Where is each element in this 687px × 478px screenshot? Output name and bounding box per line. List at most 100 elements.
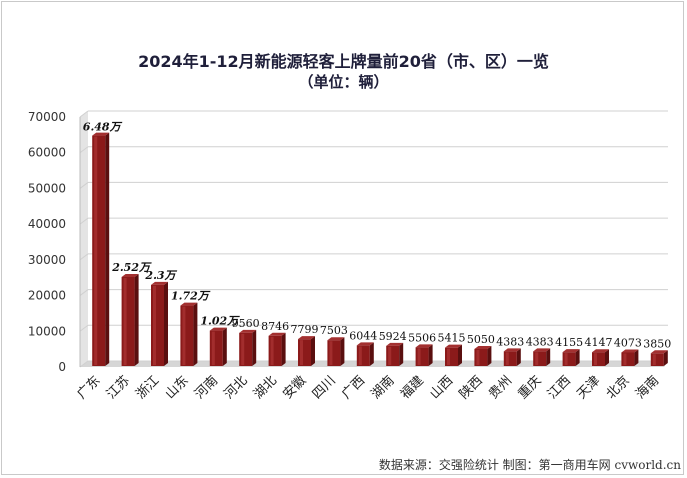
data-label: 4155	[555, 336, 583, 349]
bar	[268, 332, 286, 366]
x-tick-label: 四川	[310, 373, 339, 402]
bar-highlight	[623, 353, 627, 365]
bar	[503, 348, 521, 366]
bar-front	[92, 135, 106, 366]
bar	[209, 327, 227, 366]
gridline-diag	[79, 324, 89, 332]
data-label: 8746	[261, 320, 289, 333]
bar-highlight	[417, 348, 421, 365]
data-label: 5924	[379, 330, 407, 343]
data-label: 7503	[320, 324, 348, 337]
bar-highlight	[153, 285, 156, 365]
data-label: 7799	[291, 323, 319, 336]
gridline-diag	[79, 289, 89, 296]
bar	[327, 337, 345, 366]
data-label: 5050	[467, 333, 495, 346]
data-label: 4147	[585, 336, 613, 349]
bar-side	[105, 132, 110, 366]
bar	[92, 132, 110, 366]
bar-side	[458, 344, 462, 366]
x-tick-label: 河南	[191, 373, 221, 403]
bar-side	[281, 332, 286, 366]
bars	[92, 132, 668, 366]
bar-front	[180, 305, 194, 366]
bar-highlight	[358, 346, 362, 365]
bar-front	[650, 353, 664, 366]
bar-side	[193, 302, 198, 366]
bar	[415, 344, 433, 366]
bar	[239, 329, 257, 366]
bar	[386, 342, 404, 366]
x-tick-label: 海南	[632, 373, 662, 403]
bar-front	[533, 351, 547, 366]
bar-highlight	[594, 353, 597, 365]
x-tick-label: 湖南	[368, 373, 398, 403]
data-label: 2.3万	[144, 269, 177, 282]
bar-front	[151, 284, 164, 366]
y-tick-label: 30000	[28, 253, 66, 267]
bar-top	[415, 344, 433, 348]
bar-top	[92, 132, 110, 136]
data-label: 4383	[496, 335, 524, 348]
bar-highlight	[329, 341, 333, 365]
x-tick-label: 天津	[574, 373, 603, 402]
bar-front	[386, 345, 400, 366]
bar-top	[327, 337, 345, 341]
x-tick-label: 山西	[427, 373, 456, 402]
bar-top	[386, 342, 404, 346]
bar-front	[268, 335, 282, 366]
y-tick-label: 70000	[28, 110, 66, 124]
data-label: 6.48万	[83, 121, 123, 134]
bar-side	[222, 327, 227, 366]
bar-top	[356, 342, 374, 346]
chart-title: 2024年1-12月新能源轻客上牌量前20省（市、区）一览	[138, 52, 549, 71]
bar-highlight	[241, 333, 245, 365]
bar-side	[546, 348, 551, 366]
gridline-diag	[79, 253, 89, 261]
x-tick-label: 湖北	[251, 373, 280, 402]
bar-front	[474, 348, 488, 366]
bar-highlight	[182, 306, 186, 365]
bar	[445, 344, 462, 366]
gridline-diag	[79, 182, 89, 189]
bar-top	[445, 344, 462, 348]
bar-side	[399, 342, 404, 366]
data-label: 1.72万	[171, 290, 211, 303]
bar-front	[592, 352, 605, 366]
bar-highlight	[535, 352, 539, 365]
bar-side	[134, 274, 139, 366]
bar-highlight	[652, 354, 656, 365]
bar	[592, 349, 609, 366]
y-tick-label: 50000	[28, 181, 66, 195]
bar	[562, 349, 580, 366]
y-tick-label: 10000	[28, 324, 66, 338]
x-tick-label: 贵州	[486, 373, 515, 402]
bar-side	[516, 348, 521, 366]
bar	[180, 302, 198, 366]
bar-side	[575, 349, 580, 366]
data-label: 2.52万	[111, 261, 152, 274]
x-tick-label: 重庆	[515, 373, 545, 403]
bar-side	[340, 337, 345, 366]
bar-highlight	[123, 278, 127, 365]
data-label: 4073	[614, 336, 642, 349]
bar-top	[151, 281, 168, 285]
bar-top	[268, 332, 286, 336]
side-wall	[80, 111, 88, 367]
bar	[121, 274, 139, 366]
bar	[151, 281, 168, 366]
x-tick-label: 江苏	[103, 373, 133, 403]
x-tick-label: 浙江	[133, 373, 162, 402]
bar-highlight	[447, 348, 450, 365]
bar-side	[311, 336, 315, 366]
data-label: 9560	[232, 317, 260, 330]
bar-top	[621, 349, 639, 353]
x-tick-label: 北京	[604, 373, 633, 402]
data-label: 3850	[643, 337, 671, 350]
x-tick-label: 陕西	[457, 373, 486, 402]
bar-top	[503, 348, 521, 352]
chart-subtitle: （单位：辆）	[298, 73, 389, 91]
bar-side	[663, 350, 668, 366]
